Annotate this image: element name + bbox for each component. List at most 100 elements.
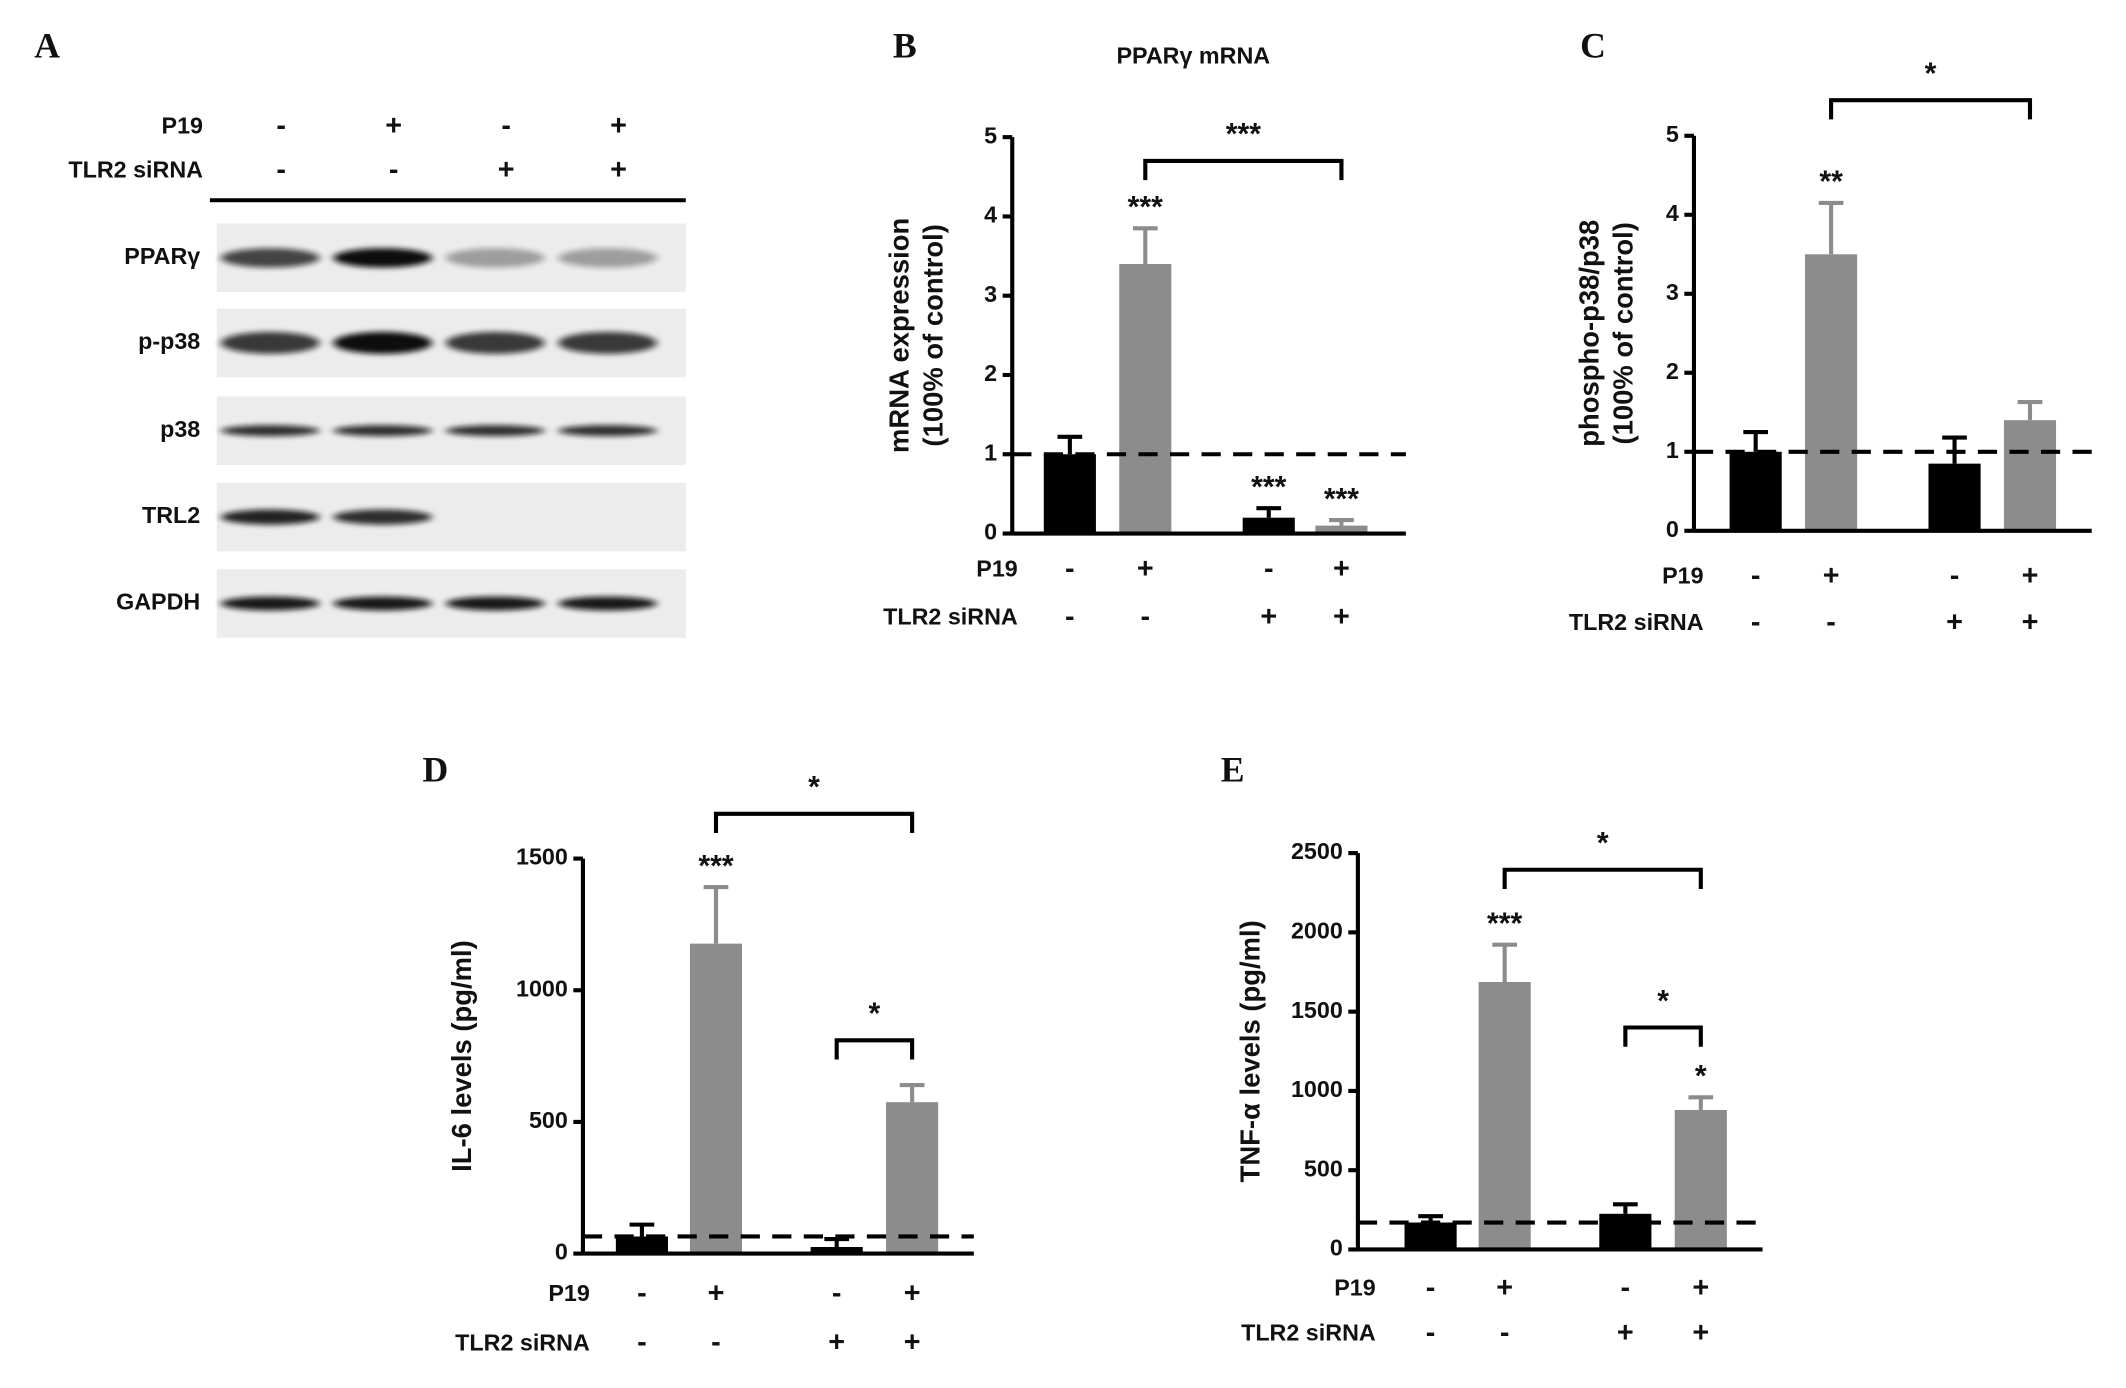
- bar: [1478, 982, 1531, 1250]
- condition-label: TLR2 siRNA: [1569, 609, 1704, 635]
- bar: [615, 1236, 668, 1254]
- condition-sign: +: [2022, 560, 2039, 592]
- y-tick-label: 1: [1666, 437, 1679, 463]
- condition-sign: -: [637, 1327, 647, 1359]
- y-tick-label: 2: [1666, 358, 1679, 384]
- bar: [810, 1247, 863, 1254]
- condition-label: P19: [1334, 1274, 1375, 1300]
- condition-sign: +: [828, 1327, 845, 1359]
- bar: [689, 943, 743, 1254]
- y-tick-label: 3: [984, 281, 997, 307]
- condition-sign: +: [1333, 601, 1350, 633]
- significance: ***: [1487, 908, 1522, 941]
- y-axis-label: (100% of control): [1608, 222, 1639, 444]
- y-tick-label: 4: [984, 202, 997, 228]
- y-tick-label: 0: [1330, 1235, 1343, 1261]
- band: [333, 331, 433, 354]
- band: [558, 425, 658, 437]
- condition-sign: +: [1692, 1317, 1709, 1349]
- y-tick-label: 0: [555, 1239, 568, 1265]
- bracket: [1829, 98, 2033, 120]
- band: [558, 331, 658, 354]
- band: [445, 248, 545, 268]
- bar: [1043, 454, 1096, 534]
- y-tick-label: 1500: [516, 844, 568, 870]
- y-tick-label: 3: [1666, 279, 1679, 305]
- condition-label: P19: [976, 556, 1017, 582]
- condition-sign: +: [904, 1277, 921, 1309]
- condition-sign: -: [1950, 560, 1960, 592]
- panel-letter: E: [1221, 750, 1245, 790]
- bar: [1928, 463, 1981, 531]
- band: [220, 509, 320, 525]
- condition-sign: -: [1140, 601, 1150, 633]
- y-axis-label: phospho-p38/p38: [1573, 220, 1604, 447]
- significance: ***: [1251, 471, 1286, 504]
- bar: [1242, 517, 1295, 534]
- condition-sign: +: [498, 154, 515, 186]
- panel-letter: D: [422, 750, 448, 790]
- y-tick-label: 5: [1666, 121, 1679, 147]
- chart-title: PPARγ mRNA: [1116, 43, 1270, 69]
- band: [220, 248, 320, 268]
- y-tick-label: 0: [984, 519, 997, 545]
- panel-letter: C: [1580, 26, 1606, 66]
- band: [558, 248, 658, 268]
- y-tick-label: 4: [1666, 200, 1679, 226]
- bar: [1729, 451, 1782, 531]
- y-axis-label: IL-6 levels (pg/ml): [446, 940, 477, 1172]
- significance: **: [1819, 166, 1843, 199]
- y-tick-label: 1500: [1291, 997, 1343, 1023]
- band-label: PPARγ: [124, 243, 200, 269]
- bar: [1315, 525, 1368, 534]
- band: [445, 596, 545, 611]
- condition-sign: -: [1751, 560, 1761, 592]
- condition-label: P19: [548, 1280, 589, 1306]
- condition-sign: +: [708, 1277, 725, 1309]
- y-tick-label: 2500: [1291, 838, 1343, 864]
- condition-sign: +: [1260, 601, 1277, 633]
- condition-label: TLR2 siRNA: [68, 157, 203, 183]
- band: [220, 331, 320, 354]
- panel-letter: A: [34, 26, 60, 66]
- bar: [1119, 263, 1172, 534]
- bracket: [1623, 1025, 1703, 1047]
- bracket-label: *: [808, 771, 820, 804]
- significance: ***: [698, 850, 733, 883]
- y-axis-label: (100% of control): [918, 224, 949, 446]
- condition-sign: -: [276, 154, 286, 186]
- significance: *: [1695, 1060, 1707, 1093]
- condition-sign: +: [610, 110, 627, 142]
- y-tick-label: 1000: [516, 975, 568, 1001]
- condition-sign: -: [1426, 1272, 1436, 1304]
- condition-sign: -: [1426, 1317, 1436, 1349]
- condition-sign: -: [832, 1277, 842, 1309]
- condition-label: TLR2 siRNA: [883, 604, 1018, 630]
- bracket: [834, 1038, 915, 1060]
- bracket-label: *: [869, 998, 881, 1031]
- condition-sign: -: [1264, 553, 1274, 585]
- condition-sign: +: [1946, 607, 1963, 639]
- y-tick-label: 0: [1666, 516, 1679, 542]
- condition-sign: -: [1621, 1272, 1631, 1304]
- bar: [1674, 1109, 1727, 1250]
- band: [333, 248, 433, 268]
- bracket: [713, 811, 915, 834]
- condition-label: P19: [1662, 563, 1703, 589]
- condition-sign: +: [1617, 1317, 1634, 1349]
- bar: [1805, 254, 1858, 531]
- y-tick-label: 500: [529, 1107, 568, 1133]
- condition-sign: -: [1826, 607, 1836, 639]
- band-label: p38: [160, 416, 200, 442]
- condition-sign: -: [711, 1327, 721, 1359]
- condition-sign: +: [1496, 1272, 1513, 1304]
- band-label: p-p38: [138, 328, 200, 354]
- condition-sign: +: [385, 110, 402, 142]
- condition-label: TLR2 siRNA: [1241, 1320, 1376, 1346]
- bracket-label: ***: [1226, 118, 1261, 151]
- condition-sign: +: [904, 1327, 921, 1359]
- condition-sign: -: [1065, 601, 1075, 633]
- bracket: [1143, 158, 1344, 181]
- condition-sign: -: [637, 1277, 647, 1309]
- band-label: TRL2: [142, 502, 200, 528]
